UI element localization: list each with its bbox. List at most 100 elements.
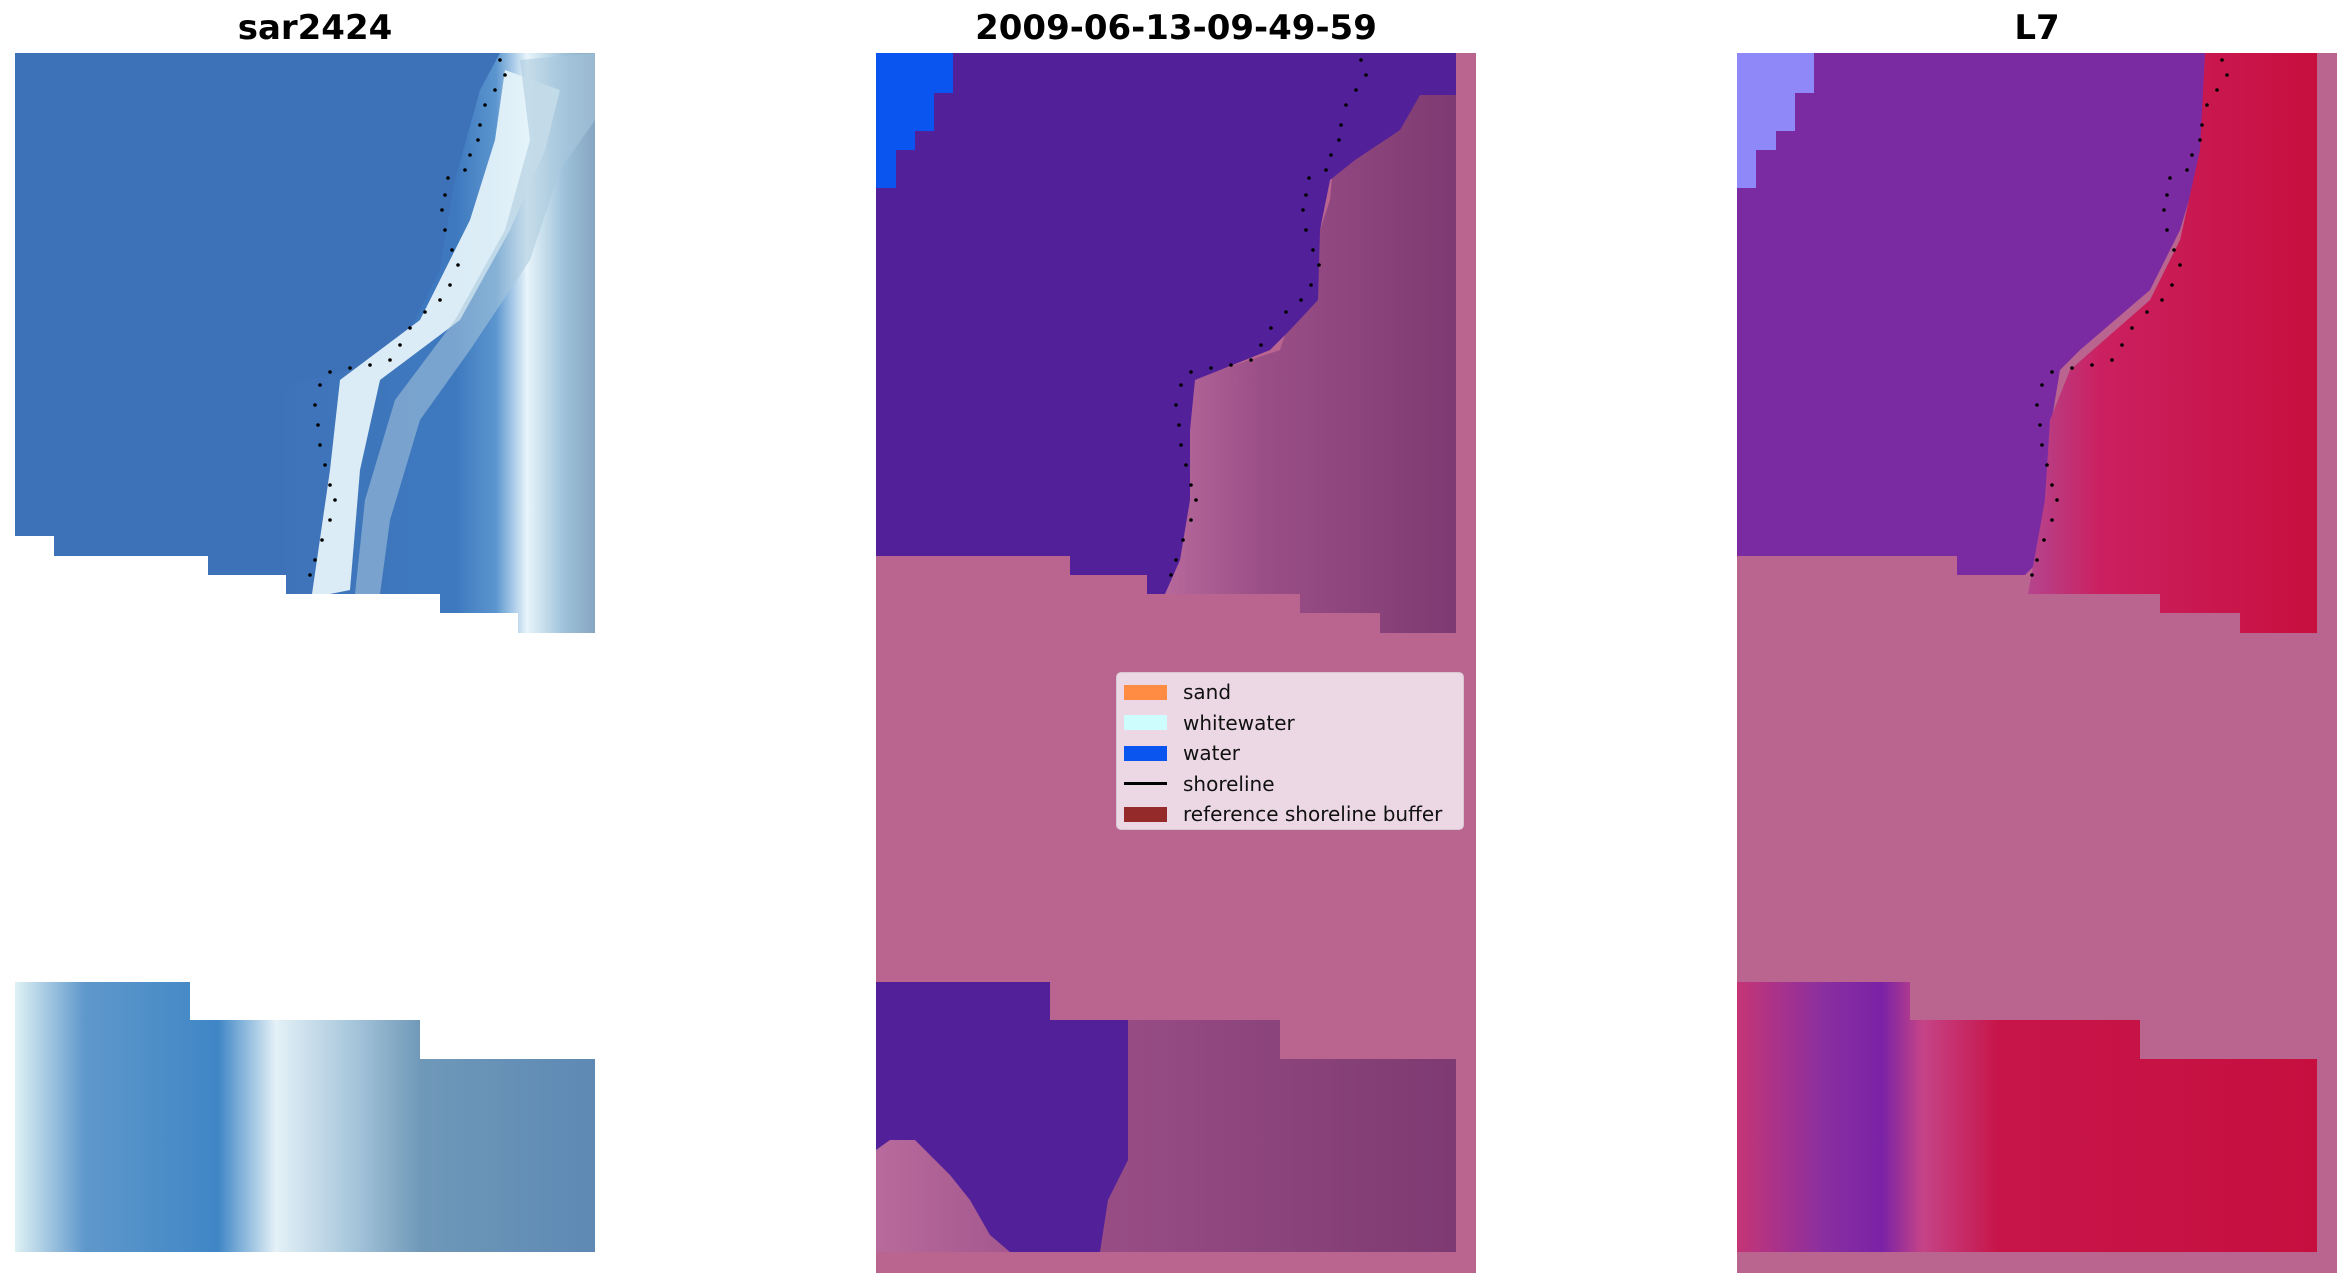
classified-shoreline (1169, 58, 1368, 577)
shoreline-point (2215, 88, 2219, 92)
shoreline-point (2178, 263, 2182, 267)
shoreline-point (1209, 366, 1213, 370)
shoreline-point (2055, 498, 2059, 502)
shoreline-point (1189, 483, 1193, 487)
shoreline-point (2030, 573, 2034, 577)
shoreline-point (1194, 498, 1198, 502)
legend-label-whitewater: whitewater (1183, 710, 1295, 735)
shoreline-point (2205, 103, 2209, 107)
shoreline-point (1324, 168, 1328, 172)
shoreline-point (348, 366, 352, 370)
shoreline-point (1169, 573, 1173, 577)
panel-title-rgb: sar2424 (237, 8, 393, 48)
shoreline-point (1179, 443, 1183, 447)
legend: sand whitewater water shoreline referenc… (1116, 672, 1464, 830)
shoreline-point (476, 138, 480, 142)
shoreline-point (2050, 483, 2054, 487)
shoreline-point (2110, 358, 2114, 362)
shoreline-point (503, 73, 507, 77)
shoreline-point (1329, 153, 1333, 157)
shoreline-point (1359, 58, 1363, 62)
shoreline-point (1184, 463, 1188, 467)
shoreline-point (1309, 283, 1313, 287)
shoreline-point (446, 176, 450, 180)
shoreline-point (448, 283, 452, 287)
shoreline-point (2185, 168, 2189, 172)
water-swatch-icon (1124, 745, 1167, 761)
shoreline-point (443, 228, 447, 232)
shoreline-point (2160, 298, 2164, 302)
shoreline-point (323, 463, 327, 467)
shoreline-point (2172, 248, 2176, 252)
legend-item-buffer: reference shoreline buffer (1117, 799, 1463, 830)
shoreline-point (318, 443, 322, 447)
shoreline-point (2168, 176, 2172, 180)
legend-label-buffer: reference shoreline buffer (1183, 802, 1443, 827)
shoreline-point (408, 326, 412, 330)
legend-label-shoreline: shoreline (1183, 771, 1275, 796)
shoreline-point (1284, 310, 1288, 314)
shoreline-point (1307, 176, 1311, 180)
shoreline-point (1299, 298, 1303, 302)
shoreline-point (456, 263, 460, 267)
legend-item-sand: sand (1117, 677, 1463, 708)
shoreline-point (1364, 73, 1368, 77)
shoreline-point (1181, 538, 1185, 542)
panel-title-classified: 2009-06-13-09-49-59 (975, 8, 1377, 48)
shoreline-point (1339, 123, 1343, 127)
classified-water-top (876, 53, 1456, 594)
shoreline-point (1249, 358, 1253, 362)
shoreline-point (2050, 370, 2054, 374)
shoreline-point (1174, 558, 1178, 562)
shoreline-point (478, 123, 482, 127)
shoreline-point (2035, 558, 2039, 562)
shoreline-point (1301, 208, 1305, 212)
shoreline-point (2070, 366, 2074, 370)
panel-title-mndwi: L7 (2014, 8, 2060, 48)
shoreline-point (2042, 538, 2046, 542)
shoreline-point (398, 343, 402, 347)
shoreline-line-icon (1124, 782, 1167, 786)
legend-item-water: water (1117, 738, 1463, 769)
shoreline-point (423, 310, 427, 314)
shoreline-point (1344, 103, 1348, 107)
shoreline-point (1304, 228, 1308, 232)
mndwi-shoreline (2030, 58, 2229, 577)
shoreline-point (1269, 326, 1273, 330)
shoreline-point (333, 498, 337, 502)
shoreline-point (308, 573, 312, 577)
shoreline-point (2120, 343, 2124, 347)
shoreline-point (1259, 343, 1263, 347)
shoreline-point (1189, 370, 1193, 374)
shoreline-point (1317, 263, 1321, 267)
shoreline-point (2170, 283, 2174, 287)
shoreline-point (440, 208, 444, 212)
rgb-shoreline (308, 58, 507, 577)
shoreline-point (2200, 123, 2204, 127)
classified-water-bottom (876, 982, 1128, 1252)
shoreline-point (328, 370, 332, 374)
shoreline-point (1189, 518, 1193, 522)
shoreline-point (1177, 423, 1181, 427)
shoreline-point (2165, 193, 2169, 197)
legend-label-sand: sand (1183, 680, 1232, 705)
legend-item-shoreline: shoreline (1117, 769, 1463, 800)
shoreline-point (450, 248, 454, 252)
shoreline-point (2130, 326, 2134, 330)
shoreline-point (2220, 58, 2224, 62)
shoreline-point (2090, 363, 2094, 367)
shoreline-point (2145, 310, 2149, 314)
shoreline-point (1354, 88, 1358, 92)
shoreline-point (2038, 423, 2042, 427)
sand-swatch-icon (1124, 684, 1167, 700)
shoreline-point (328, 483, 332, 487)
shoreline-point (1179, 383, 1183, 387)
shoreline-point (438, 298, 442, 302)
shoreline-point (463, 168, 467, 172)
shoreline-point (2040, 383, 2044, 387)
shoreline-point (1174, 403, 1178, 407)
shoreline-point (493, 88, 497, 92)
